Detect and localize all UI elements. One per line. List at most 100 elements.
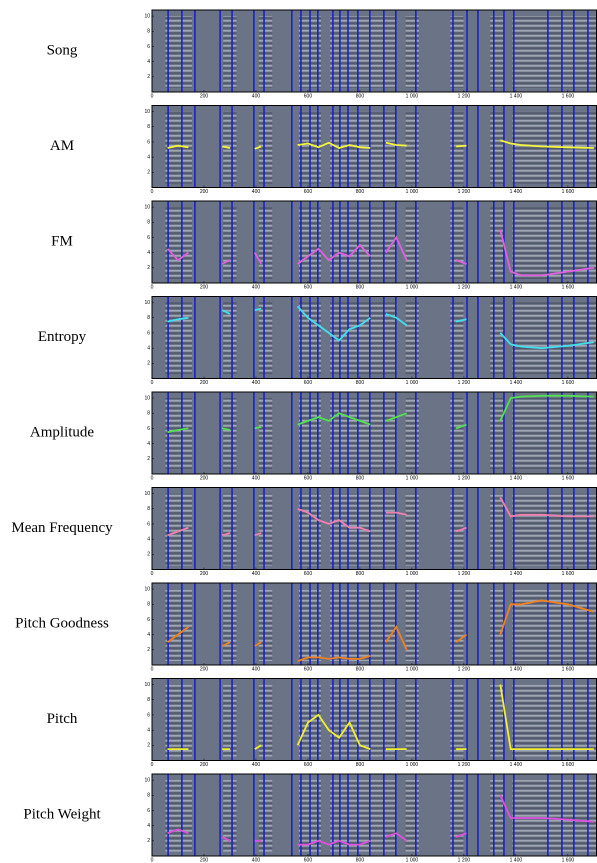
spectrogram-texture	[450, 589, 463, 661]
panel-label: Mean Frequency	[11, 520, 113, 536]
y-tick-label: 4	[147, 154, 150, 160]
spectrogram-texture	[450, 303, 463, 375]
spectrogram-texture	[165, 303, 192, 375]
x-tick-label: 800	[356, 762, 365, 768]
y-tick-label: 6	[147, 139, 150, 145]
spectrogram-texture	[165, 494, 192, 566]
spectrogram-texture	[165, 685, 192, 757]
panel-label: Pitch	[47, 711, 78, 727]
x-tick-label: 600	[304, 857, 313, 863]
x-tick-label: 800	[356, 857, 365, 863]
x-tick-label: 1 400	[510, 857, 523, 863]
panel-label: Pitch Goodness	[15, 615, 109, 631]
x-tick-label: 0	[151, 857, 154, 863]
spectrogram-texture	[165, 589, 192, 661]
y-tick-label: 8	[147, 602, 150, 608]
spectrogram-texture	[259, 303, 272, 375]
x-tick-label: 800	[356, 571, 365, 577]
y-tick-label: 6	[147, 235, 150, 241]
panel-label: Pitch Weight	[23, 806, 101, 822]
y-tick-label: 10	[144, 777, 150, 783]
x-tick-label: 1 200	[458, 189, 471, 195]
x-tick-label: 1 600	[562, 380, 575, 386]
x-tick-label: 400	[252, 189, 261, 195]
x-tick-label: 0	[151, 93, 154, 99]
spectrogram-texture	[490, 494, 503, 566]
y-tick-label: 8	[147, 29, 150, 35]
x-tick-label: 1 600	[562, 475, 575, 481]
y-tick-label: 2	[147, 552, 150, 558]
spectrogram-texture	[223, 780, 236, 852]
y-tick-label: 6	[147, 521, 150, 527]
panel-label: Amplitude	[30, 424, 95, 440]
x-tick-label: 1 600	[562, 762, 575, 768]
y-tick-label: 4	[147, 250, 150, 256]
x-tick-label: 1 600	[562, 666, 575, 672]
x-tick-label: 1 400	[510, 666, 523, 672]
spectrogram-texture	[512, 398, 597, 470]
y-tick-label: 2	[147, 74, 150, 80]
x-tick-label: 800	[356, 666, 365, 672]
spectrogram-texture	[512, 780, 597, 852]
x-tick-label: 1 200	[458, 93, 471, 99]
spectrogram-texture	[406, 303, 419, 375]
x-tick-label: 1 400	[510, 189, 523, 195]
spectrogram-texture	[512, 589, 597, 661]
x-tick-label: 400	[252, 666, 261, 672]
x-tick-label: 600	[304, 666, 313, 672]
x-tick-label: 0	[151, 284, 154, 290]
x-tick-label: 200	[200, 857, 209, 863]
x-tick-label: 200	[200, 475, 209, 481]
y-tick-label: 4	[147, 345, 150, 351]
y-tick-label: 10	[144, 300, 150, 306]
x-tick-label: 1 200	[458, 857, 471, 863]
spectrogram-texture	[450, 780, 463, 852]
spectrogram-texture	[406, 16, 419, 88]
x-tick-label: 200	[200, 93, 209, 99]
y-tick-label: 10	[144, 586, 150, 592]
spectrogram-texture	[165, 780, 192, 852]
panel-label: Song	[47, 42, 78, 58]
y-tick-label: 2	[147, 838, 150, 844]
x-tick-label: 200	[200, 571, 209, 577]
spectrogram-texture	[450, 16, 463, 88]
y-tick-label: 6	[147, 44, 150, 50]
spectrogram-texture	[223, 207, 236, 279]
y-tick-label: 4	[147, 441, 150, 447]
x-tick-label: 400	[252, 762, 261, 768]
x-tick-label: 600	[304, 762, 313, 768]
spectrogram-texture	[450, 207, 463, 279]
y-tick-label: 4	[147, 59, 150, 65]
x-tick-label: 600	[304, 93, 313, 99]
x-tick-label: 1 000	[406, 189, 419, 195]
y-tick-label: 2	[147, 647, 150, 653]
spectrogram-texture	[259, 589, 272, 661]
figure: Song24681002004006008001 0001 2001 4001 …	[0, 0, 597, 863]
x-tick-label: 1 600	[562, 571, 575, 577]
x-tick-label: 1 000	[406, 857, 419, 863]
y-tick-label: 4	[147, 536, 150, 542]
spectrogram-texture	[512, 303, 597, 375]
spectrogram-texture	[259, 16, 272, 88]
y-tick-label: 8	[147, 315, 150, 321]
spectrogram-texture	[490, 303, 503, 375]
x-tick-label: 1 400	[510, 762, 523, 768]
spectrogram-texture	[406, 398, 419, 470]
spectrogram-texture	[259, 494, 272, 566]
spectrogram-texture	[490, 16, 503, 88]
x-tick-label: 1 600	[562, 93, 575, 99]
x-tick-label: 1 400	[510, 571, 523, 577]
spectrogram-texture	[490, 398, 503, 470]
x-tick-label: 800	[356, 284, 365, 290]
panel-label: FM	[51, 233, 73, 249]
y-tick-label: 8	[147, 793, 150, 799]
y-tick-label: 2	[147, 265, 150, 271]
spectrogram-texture	[512, 494, 597, 566]
spectrogram-texture	[406, 207, 419, 279]
spectrogram-texture	[406, 494, 419, 566]
x-tick-label: 200	[200, 284, 209, 290]
x-tick-label: 600	[304, 284, 313, 290]
x-tick-label: 0	[151, 571, 154, 577]
spectrogram-texture	[223, 589, 236, 661]
x-tick-label: 400	[252, 475, 261, 481]
